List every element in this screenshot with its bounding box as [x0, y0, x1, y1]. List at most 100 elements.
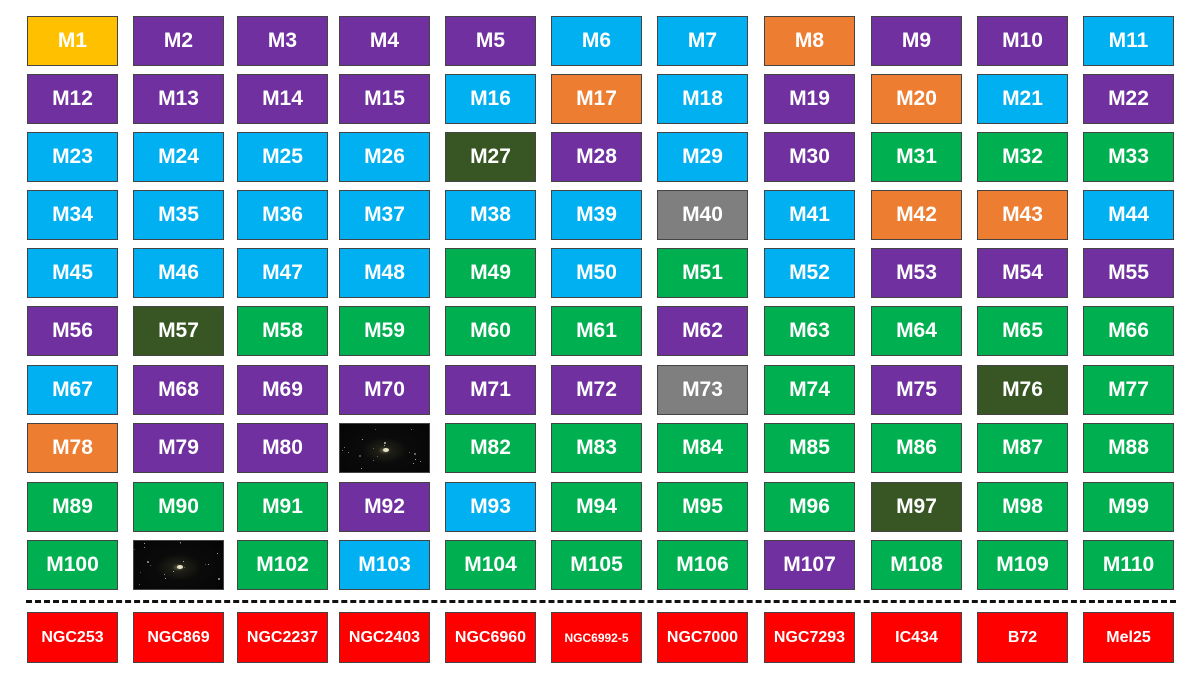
- tile-label: M90: [158, 495, 199, 518]
- messier-tile: M74: [764, 365, 855, 415]
- star-dot: [384, 442, 386, 444]
- tile-label: M34: [52, 203, 93, 226]
- tile-label: M43: [1002, 203, 1043, 226]
- messier-tile: M46: [133, 248, 224, 298]
- messier-tile: M49: [445, 248, 536, 298]
- tile-label: NGC6992-5: [564, 630, 629, 645]
- tile-label: NGC6960: [454, 628, 527, 646]
- messier-tile: M29: [657, 132, 748, 182]
- messier-tile: M109: [977, 540, 1068, 590]
- tile-label: M21: [1002, 87, 1043, 110]
- tile-label: M2: [163, 29, 194, 52]
- messier-tile: M24: [133, 132, 224, 182]
- tile-label: M22: [1108, 87, 1149, 110]
- tile-label: M75: [896, 378, 937, 401]
- tile-label: M10: [1002, 29, 1043, 52]
- messier-tile: M2: [133, 16, 224, 66]
- messier-tile: M40: [657, 190, 748, 240]
- star-dot: [413, 463, 414, 464]
- messier-tile: M43: [977, 190, 1068, 240]
- messier-tile: M77: [1083, 365, 1174, 415]
- tile-label: M24: [158, 145, 199, 168]
- star-dot: [409, 452, 410, 453]
- messier-tile: M19: [764, 74, 855, 124]
- messier-tile: M104: [445, 540, 536, 590]
- tile-label: M102: [256, 553, 309, 576]
- tile-label: M48: [364, 261, 405, 284]
- messier-tile: M51: [657, 248, 748, 298]
- tile-label: M91: [262, 495, 303, 518]
- star-dot: [139, 584, 140, 585]
- tile-label: NGC7000: [666, 628, 739, 646]
- tile-label: M57: [158, 319, 199, 342]
- tile-label: M13: [158, 87, 199, 110]
- tile-label: M25: [262, 145, 303, 168]
- tile-label: M19: [789, 87, 830, 110]
- messier-tile: M20: [871, 74, 962, 124]
- messier-tile: M69: [237, 365, 328, 415]
- tile-label: M93: [470, 495, 511, 518]
- tile-label: M37: [364, 203, 405, 226]
- tile-label: M53: [896, 261, 937, 284]
- messier-tile: M23: [27, 132, 118, 182]
- messier-tile: M66: [1083, 306, 1174, 356]
- messier-tile: M82: [445, 423, 536, 473]
- tile-label: NGC869: [147, 628, 210, 646]
- deep-sky-tile: NGC6960: [445, 612, 536, 663]
- tile-label: M8: [794, 29, 825, 52]
- tile-label: M31: [896, 145, 937, 168]
- messier-tile: M41: [764, 190, 855, 240]
- tile-label: M77: [1108, 378, 1149, 401]
- star-dot: [411, 429, 412, 430]
- messier-tile: M61: [551, 306, 642, 356]
- tile-label: M29: [682, 145, 723, 168]
- messier-tile: M13: [133, 74, 224, 124]
- tile-label: M106: [676, 553, 729, 576]
- messier-tile: M94: [551, 482, 642, 532]
- deep-sky-tile: B72: [977, 612, 1068, 663]
- messier-tile: M110: [1083, 540, 1174, 590]
- tile-label: M14: [262, 87, 303, 110]
- messier-tile: M107: [764, 540, 855, 590]
- tile-label: M32: [1002, 145, 1043, 168]
- tile-label: M58: [262, 319, 303, 342]
- tile-label: M84: [682, 436, 723, 459]
- messier-tile: M55: [1083, 248, 1174, 298]
- tile-label: M71: [470, 378, 511, 401]
- tile-label: M80: [262, 436, 303, 459]
- messier-tile: M26: [339, 132, 430, 182]
- star-dot: [140, 572, 141, 573]
- messier-tile: M53: [871, 248, 962, 298]
- deep-sky-tile: IC434: [871, 612, 962, 663]
- messier-tile: M50: [551, 248, 642, 298]
- star-dot: [414, 453, 416, 455]
- tile-label: NGC253: [41, 628, 104, 646]
- star-dot: [415, 459, 416, 460]
- tile-label: M79: [158, 436, 199, 459]
- tile-label: M42: [896, 203, 937, 226]
- messier-tile: M17: [551, 74, 642, 124]
- star-dot: [180, 542, 181, 543]
- messier-tile: M5: [445, 16, 536, 66]
- star-dot: [348, 452, 349, 453]
- tile-label: M70: [364, 378, 405, 401]
- messier-tile: M31: [871, 132, 962, 182]
- star-dot: [173, 571, 174, 572]
- tile-label: M85: [789, 436, 830, 459]
- star-dot: [150, 565, 151, 566]
- tile-label: M66: [1108, 319, 1149, 342]
- deep-sky-tile: NGC6992-5: [551, 612, 642, 663]
- tile-label: M60: [470, 319, 511, 342]
- tile-label: M35: [158, 203, 199, 226]
- tile-label: M95: [682, 495, 723, 518]
- tile-label: M3: [267, 29, 298, 52]
- tile-label: M59: [364, 319, 405, 342]
- star-dot: [183, 561, 184, 562]
- messier-tile: M7: [657, 16, 748, 66]
- star-dot: [164, 574, 165, 575]
- tile-label: M46: [158, 261, 199, 284]
- messier-tile: M67: [27, 365, 118, 415]
- star-dot: [144, 543, 145, 544]
- tile-label: M40: [682, 203, 723, 226]
